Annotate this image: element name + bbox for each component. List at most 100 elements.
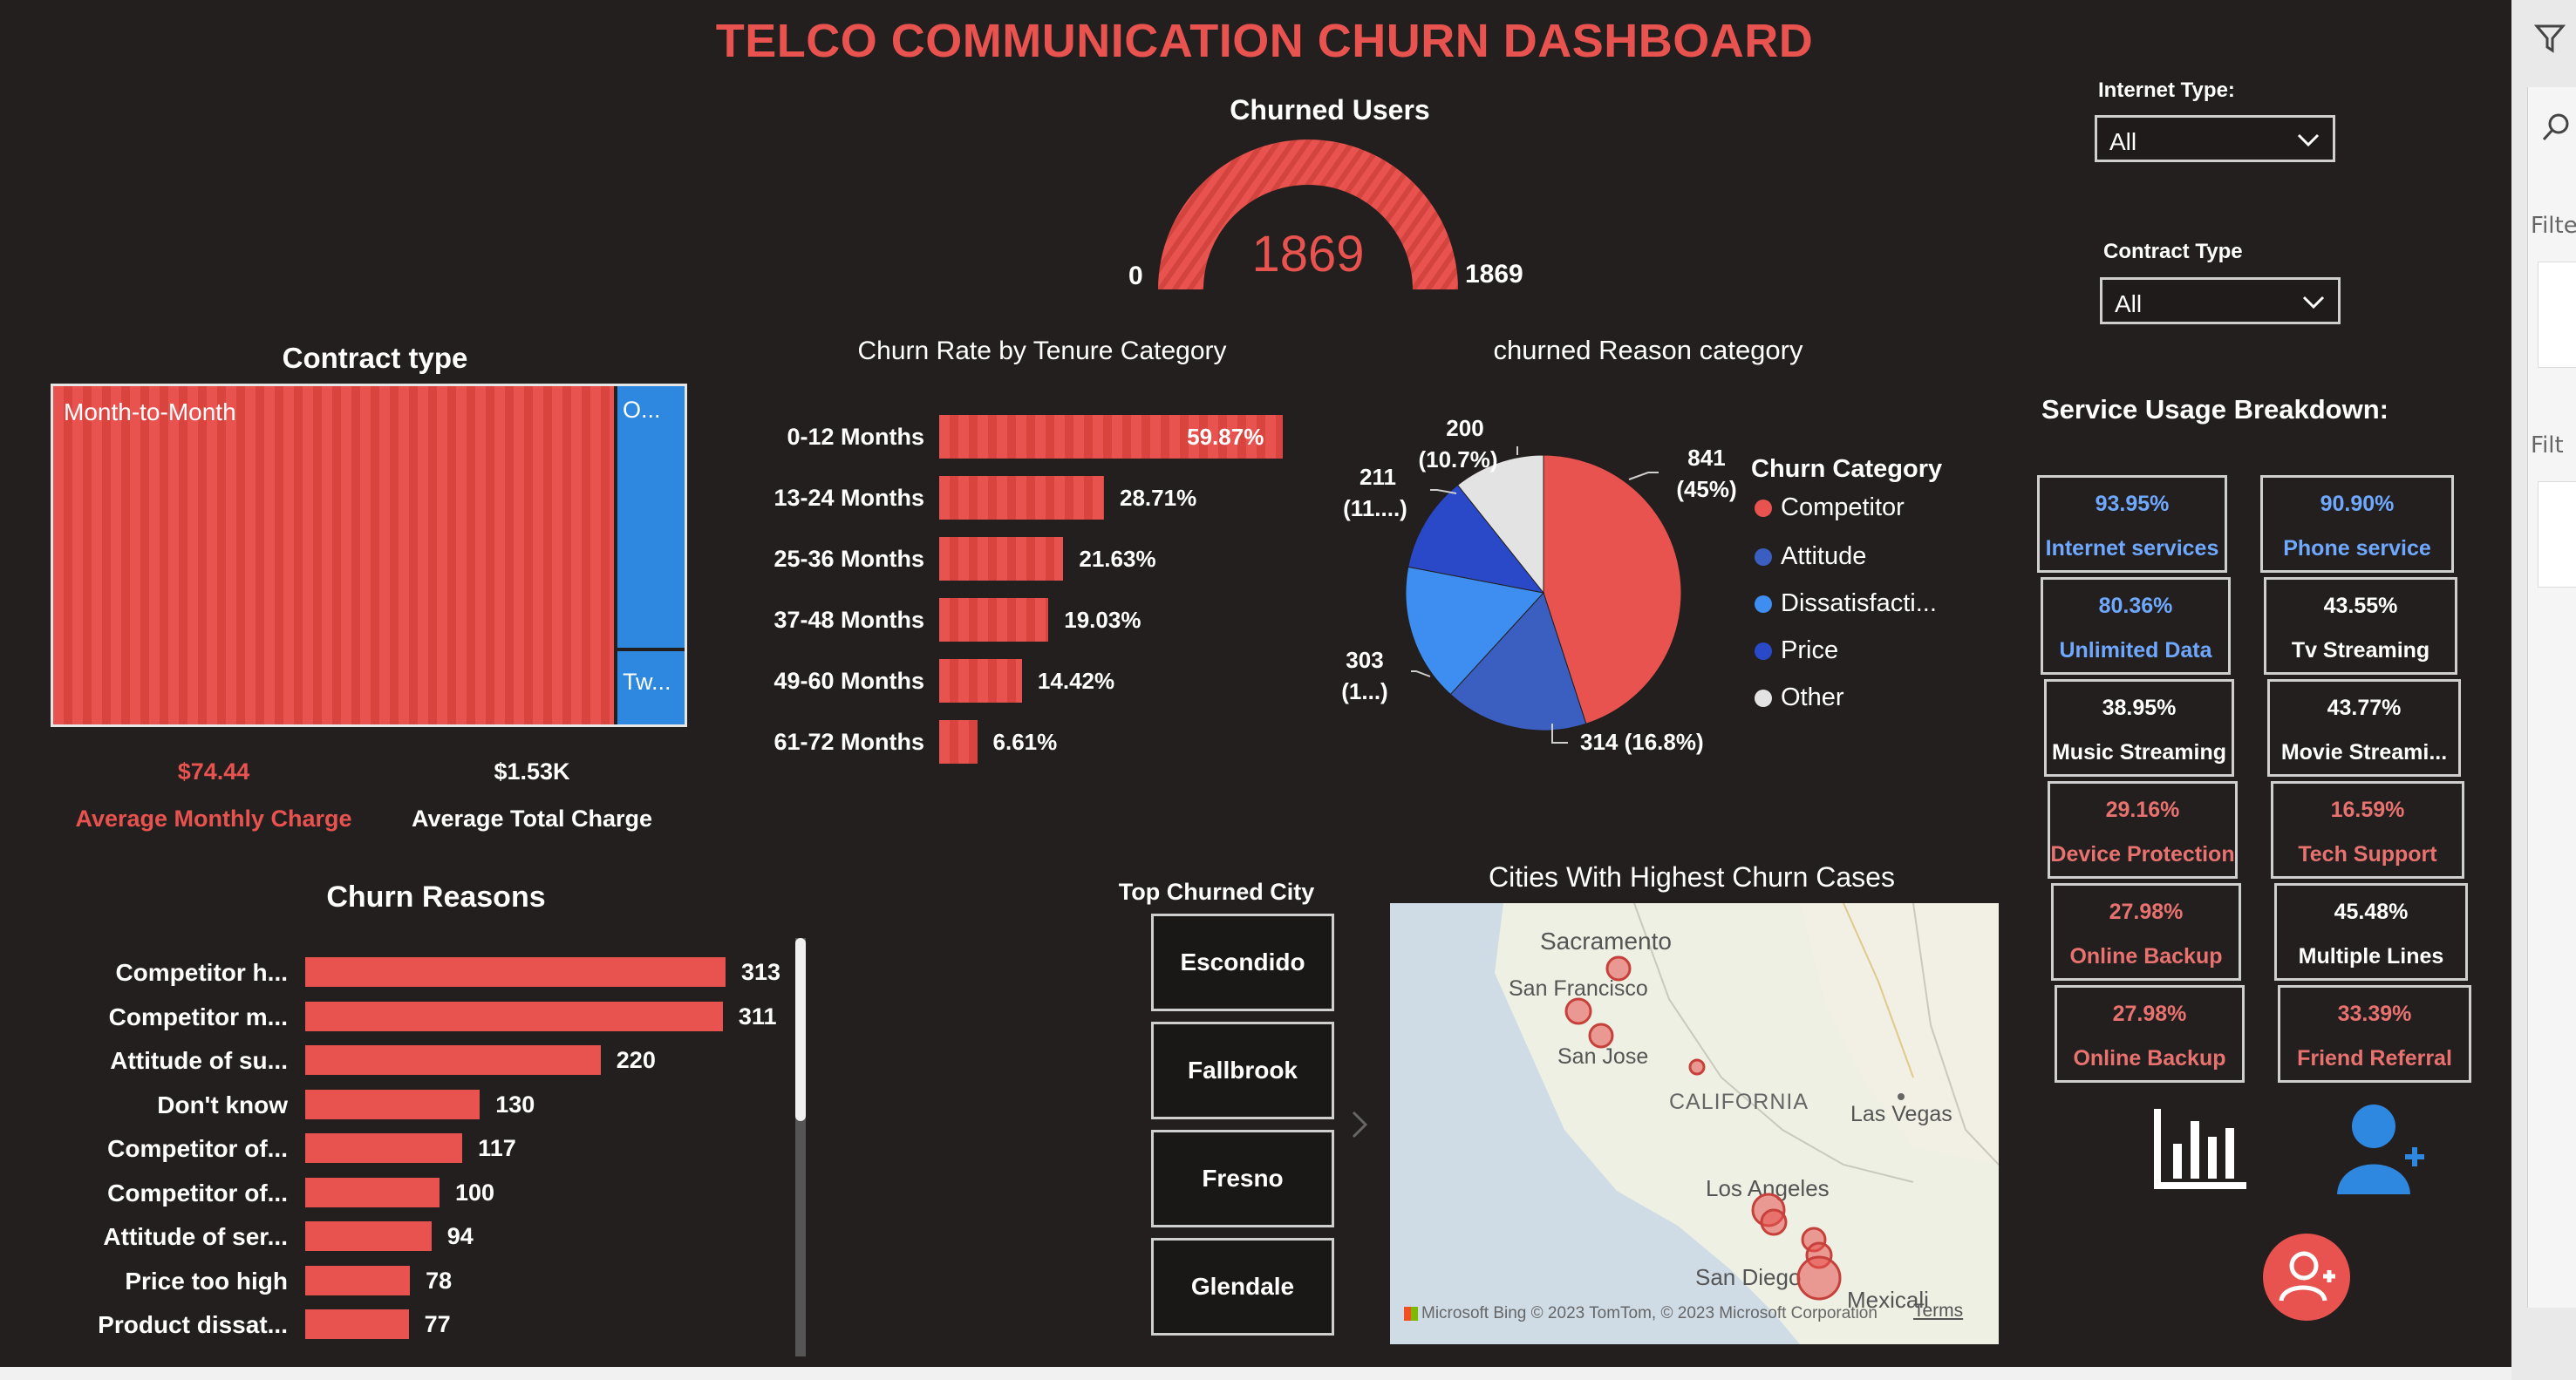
- service-tile[interactable]: 93.95% Internet services: [2037, 475, 2227, 573]
- legend-label: Price: [1781, 636, 1839, 664]
- tenure-bar[interactable]: [939, 720, 978, 764]
- add-user-icon[interactable]: [2334, 1100, 2429, 1196]
- tenure-category-label: 61-72 Months: [773, 729, 924, 755]
- tenure-value-label: 6.61%: [992, 729, 1058, 755]
- map-background: [1495, 903, 1999, 1344]
- reason-bar[interactable]: [305, 1265, 411, 1295]
- contract-type-dropdown[interactable]: All: [2100, 277, 2341, 324]
- service-tile-value: 43.55%: [2323, 594, 2398, 618]
- service-tile-label: Unlimited Data: [2059, 638, 2212, 663]
- tenure-category-label: 25-36 Months: [773, 546, 924, 572]
- city-card-1[interactable]: Escondido: [1151, 914, 1334, 1011]
- tenure-bar[interactable]: [939, 659, 1022, 703]
- pie-slice-other[interactable]: [1456, 454, 1544, 595]
- map-bubble: [1688, 1058, 1706, 1076]
- reason-bar[interactable]: [305, 1177, 440, 1207]
- reason-bar[interactable]: [305, 1221, 432, 1251]
- internet-type-value: All: [2109, 128, 2137, 155]
- treemap-two-year[interactable]: Tw...: [617, 651, 685, 724]
- map-terms-link[interactable]: Terms: [1913, 1301, 1964, 1321]
- tenure-value-label: 59.87%: [1187, 424, 1264, 450]
- treemap-month-to-month[interactable]: Month-to-Month: [53, 386, 614, 724]
- filters-side-pane: Filte Filt: [2511, 0, 2576, 1380]
- reason-value-label: 220: [616, 1047, 656, 1073]
- tenure-bar[interactable]: [939, 598, 1049, 642]
- pie-slice-competitor[interactable]: [1543, 454, 1682, 724]
- legend-dot-icon: [1755, 642, 1772, 661]
- legend-item-dissatisfaction[interactable]: Dissatisfacti...: [1755, 589, 1937, 618]
- city-card-3[interactable]: Fresno: [1151, 1130, 1334, 1227]
- churn-map[interactable]: Sacramento San Francisco San Jose CALIFO…: [1390, 903, 1999, 1344]
- service-tile[interactable]: 27.98% Online Backup: [2051, 883, 2241, 981]
- map-bubbles: [1564, 955, 1905, 1301]
- map-bubble: [1564, 997, 1592, 1025]
- chevron-down-icon: [2302, 296, 2325, 309]
- pie-label-dissatisfaction-pct: (1...): [1341, 678, 1388, 704]
- legend-item-other[interactable]: Other: [1755, 683, 1844, 712]
- map-place-label: CALIFORNIA: [1669, 1090, 1809, 1114]
- service-tile[interactable]: 45.48% Multiple Lines: [2274, 883, 2468, 981]
- internet-type-dropdown[interactable]: All: [2095, 115, 2335, 162]
- tenure-bar[interactable]: [939, 476, 1104, 520]
- service-tile[interactable]: 43.77% Movie Streami...: [2267, 679, 2461, 777]
- service-tile-value: 27.98%: [2112, 1002, 2187, 1026]
- service-tile[interactable]: 27.98% Online Backup: [2055, 985, 2245, 1083]
- map-bubble: [1760, 1208, 1788, 1236]
- reason-label: Competitor m...: [108, 1003, 288, 1030]
- reason-bar[interactable]: [305, 1045, 601, 1075]
- chevron-right-icon[interactable]: [1350, 1109, 1369, 1140]
- tenure-value-label: 28.71%: [1120, 485, 1197, 511]
- search-icon[interactable]: [2541, 112, 2573, 143]
- map-place-label: Mexicali: [1847, 1287, 1929, 1313]
- map-place-label: San Francisco: [1509, 976, 1648, 1001]
- contract-type-value: All: [2115, 290, 2143, 317]
- legend-dot-icon: [1755, 500, 1772, 518]
- tenure-bar[interactable]: [939, 537, 1064, 581]
- treemap-one-year[interactable]: O...: [617, 386, 685, 648]
- pie-slice-price[interactable]: [1407, 484, 1545, 594]
- city-card-4[interactable]: Glendale: [1151, 1238, 1334, 1336]
- service-tile[interactable]: 90.90% Phone service: [2260, 475, 2454, 573]
- legend-item-price[interactable]: Price: [1755, 636, 1838, 665]
- service-tile-value: 33.39%: [2337, 1002, 2412, 1026]
- reasons-scrollbar-track[interactable]: [795, 938, 806, 1356]
- service-tile[interactable]: 43.55% Tv Streaming: [2264, 577, 2457, 675]
- pie-slice-attitude[interactable]: [1449, 592, 1587, 731]
- reason-label: Competitor of...: [107, 1135, 288, 1162]
- city-card-2[interactable]: Fallbrook: [1151, 1022, 1334, 1119]
- reason-bar[interactable]: [305, 957, 726, 987]
- bar-chart-icon[interactable]: [2152, 1105, 2250, 1193]
- reason-bar[interactable]: [305, 1309, 409, 1339]
- map-place-label: San Jose: [1557, 1044, 1649, 1069]
- tenure-bar[interactable]: [939, 415, 1284, 459]
- legend-item-competitor[interactable]: Competitor: [1755, 493, 1905, 522]
- tenure-chart-title: Churn Rate by Tenure Category: [857, 337, 1227, 365]
- service-tile-value: 29.16%: [2105, 798, 2180, 822]
- churn-reasons-title: Churn Reasons: [326, 880, 546, 914]
- pie-slice-dissatisfaction[interactable]: [1405, 566, 1544, 696]
- service-tile[interactable]: 80.36% Unlimited Data: [2041, 577, 2231, 675]
- filter-icon[interactable]: [2534, 23, 2566, 54]
- legend-item-attitude[interactable]: Attitude: [1755, 542, 1866, 571]
- map-place-label: Las Vegas: [1850, 1102, 1952, 1126]
- gauge-min: 0: [1128, 262, 1143, 290]
- service-tile[interactable]: 33.39% Friend Referral: [2278, 985, 2471, 1083]
- service-tile[interactable]: 16.59% Tech Support: [2271, 781, 2464, 879]
- map-place-label: Sacramento: [1540, 928, 1672, 955]
- pie-label-price-value: 211: [1360, 464, 1396, 490]
- service-tile[interactable]: 29.16% Device Protection: [2048, 781, 2238, 879]
- reason-bar[interactable]: [305, 1133, 463, 1163]
- filter-card[interactable]: [2538, 262, 2576, 368]
- reasons-scrollbar-thumb[interactable]: [795, 938, 806, 1121]
- reason-value-label: 313: [741, 959, 781, 985]
- reason-bar[interactable]: [305, 1089, 480, 1119]
- map-bubble: [1605, 955, 1632, 982]
- service-tile-label: Multiple Lines: [2298, 944, 2444, 969]
- dashboard-canvas: TELCO COMMUNICATION CHURN DASHBOARD Chur…: [0, 0, 2511, 1380]
- legend-dot-icon: [1755, 548, 1772, 567]
- reason-bar[interactable]: [305, 1001, 723, 1031]
- user-profile-button-icon[interactable]: [2262, 1233, 2351, 1322]
- service-tile[interactable]: 38.95% Music Streaming: [2044, 679, 2234, 777]
- reason-category-title: churned Reason category: [1493, 335, 1803, 365]
- filter-card[interactable]: [2538, 481, 2576, 588]
